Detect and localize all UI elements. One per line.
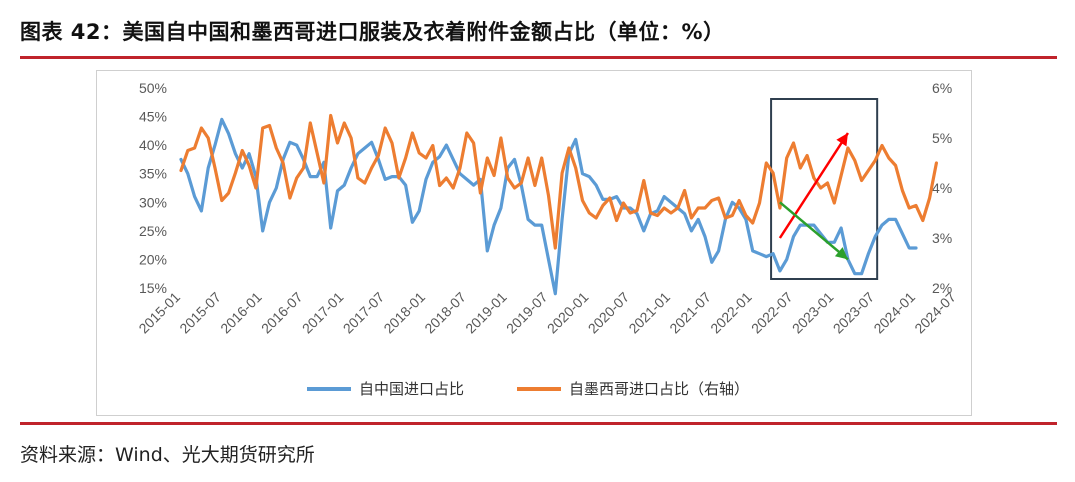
x-tick-label: 2017-07 (340, 289, 388, 337)
x-tick-label: 2021-07 (666, 289, 714, 337)
x-tick-label: 2015-07 (176, 289, 224, 337)
trend-arrow-up (778, 132, 849, 239)
source-note: 资料来源：Wind、光大期货研究所 (20, 444, 315, 466)
x-tick-label: 2022-07 (748, 289, 796, 337)
x-tick-label: 2017-01 (299, 289, 347, 337)
y-left-tick-label: 15% (139, 280, 167, 296)
x-tick-label: 2023-07 (830, 289, 878, 337)
x-tick-label: 2022-01 (707, 289, 755, 337)
x-tick-label: 2016-01 (217, 289, 265, 337)
x-tick-label: 2018-07 (421, 289, 469, 337)
series-line-mexico (179, 113, 939, 250)
x-tick-label: 2018-01 (380, 289, 428, 337)
chart-frame (96, 70, 972, 416)
x-tick-label: 2020-07 (585, 289, 633, 337)
footer-divider (20, 422, 1057, 425)
trend-arrow-down-head (834, 247, 848, 260)
x-tick-label: 2024-01 (870, 289, 918, 337)
y-right-tick-label: 3% (932, 230, 952, 246)
title-divider (20, 56, 1057, 59)
x-tick-label: 2019-07 (503, 289, 551, 337)
x-tick-label: 2023-01 (789, 289, 837, 337)
highlight-box (770, 98, 879, 280)
x-tick-label: 2021-01 (625, 289, 673, 337)
trend-arrow-down (779, 201, 849, 261)
y-right-tick-label: 6% (932, 80, 952, 96)
y-left-tick-label: 25% (139, 223, 167, 239)
y-left-tick-label: 30% (139, 194, 167, 210)
trend-arrow-up-head (836, 133, 848, 147)
y-left-tick-label: 35% (139, 166, 167, 182)
legend-label-mexico: 自墨西哥进口占比（右轴） (569, 380, 749, 398)
x-tick-label: 2020-01 (544, 289, 592, 337)
y-right-tick-label: 5% (932, 130, 952, 146)
x-tick-label: 2016-07 (258, 289, 306, 337)
y-left-tick-label: 40% (139, 137, 167, 153)
x-tick-label: 2019-01 (462, 289, 510, 337)
y-right-tick-label: 4% (932, 180, 952, 196)
y-left-tick-label: 50% (139, 80, 167, 96)
legend-label-china: 自中国进口占比 (359, 380, 464, 398)
y-left-tick-label: 45% (139, 109, 167, 125)
y-left-tick-label: 20% (139, 251, 167, 267)
y-right-tick-label: 2% (932, 280, 952, 296)
chart-title: 图表 42：美国自中国和墨西哥进口服装及衣着附件金额占比（单位：%） (20, 20, 725, 44)
